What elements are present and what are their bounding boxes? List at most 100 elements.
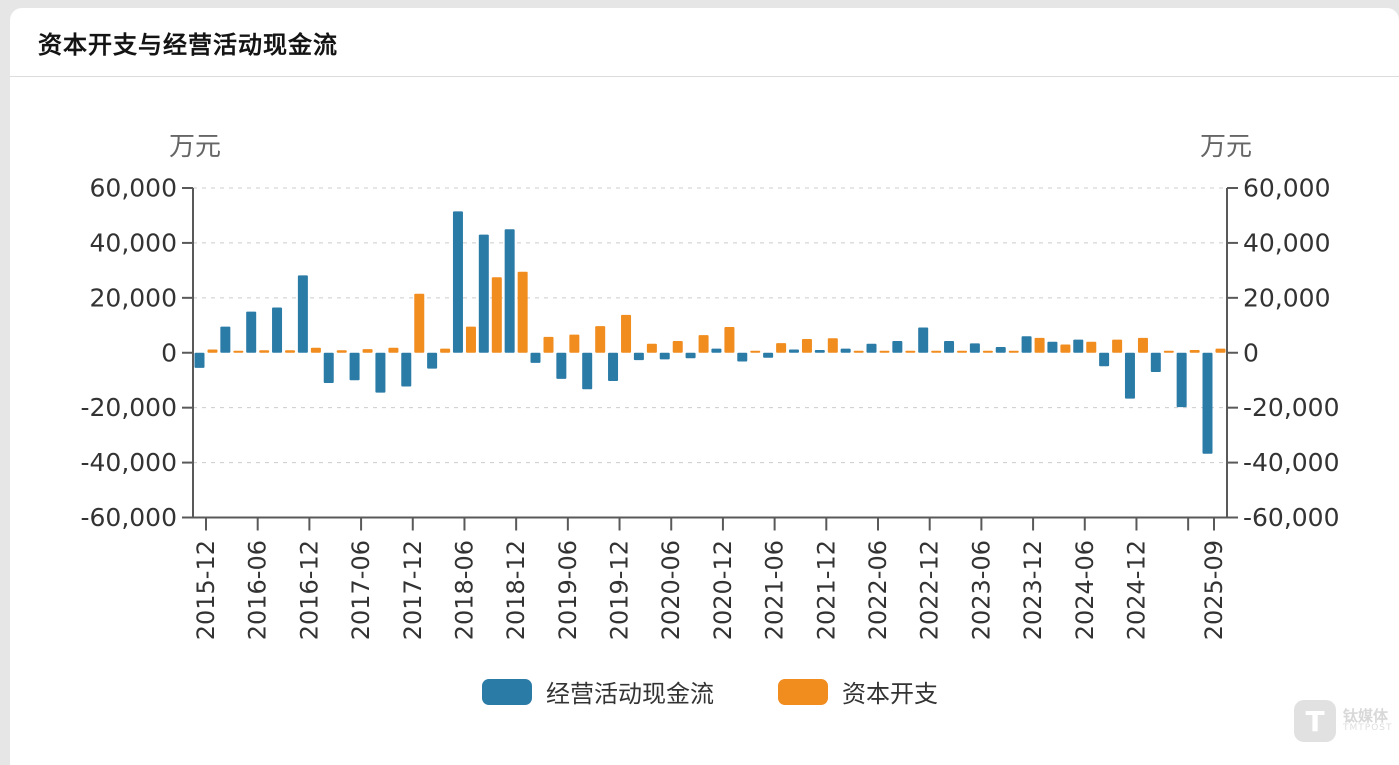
bar-operating-cashflow-2015-12[interactable] — [194, 352, 205, 368]
bar-operating-cashflow-2019-12[interactable] — [608, 352, 619, 382]
bar-capex-2015-12[interactable] — [207, 349, 218, 353]
bar-capex-2019-03[interactable] — [543, 336, 554, 353]
bar-capex-2024-09[interactable] — [1112, 339, 1123, 353]
bar-operating-cashflow-2023-09[interactable] — [995, 346, 1006, 353]
bar-capex-2017-12[interactable] — [414, 293, 425, 353]
bar-capex-2025-03[interactable] — [1163, 350, 1174, 353]
bar-operating-cashflow-2022-12[interactable] — [918, 327, 929, 353]
legend-item-operating-cashflow[interactable]: 经营活动现金流 — [482, 674, 714, 709]
legend-item-capex[interactable]: 资本开支 — [778, 674, 938, 709]
bar-operating-cashflow-2018-03[interactable] — [427, 352, 438, 369]
bar-capex-2021-12[interactable] — [827, 338, 838, 353]
bar-capex-2022-06[interactable] — [879, 350, 890, 353]
bar-capex-2019-09[interactable] — [595, 326, 606, 353]
bar-operating-cashflow-2022-03[interactable] — [840, 348, 851, 353]
bar-capex-2023-06[interactable] — [982, 350, 993, 353]
bar-capex-2020-12[interactable] — [724, 326, 735, 353]
bar-operating-cashflow-2023-03[interactable] — [944, 340, 955, 353]
bar-capex-2024-03[interactable] — [1060, 344, 1071, 353]
bar-operating-cashflow-2025-06[interactable] — [1176, 352, 1187, 408]
bar-operating-cashflow-2021-06[interactable] — [763, 352, 774, 358]
y-axis-label-right: 60,000 — [1243, 174, 1330, 203]
watermark-logo-icon: T — [1294, 700, 1336, 742]
bar-operating-cashflow-2019-03[interactable] — [530, 352, 541, 363]
bar-operating-cashflow-2018-06[interactable] — [452, 211, 463, 353]
bar-capex-2017-06[interactable] — [362, 349, 373, 353]
bar-capex-2017-03[interactable] — [336, 350, 347, 353]
bar-operating-cashflow-2016-09[interactable] — [272, 307, 283, 353]
bar-capex-2016-09[interactable] — [285, 350, 296, 353]
bar-capex-2023-12[interactable] — [1034, 337, 1045, 353]
bar-capex-2023-03[interactable] — [957, 350, 968, 353]
bar-operating-cashflow-2018-12[interactable] — [504, 229, 515, 353]
bar-operating-cashflow-2025-03[interactable] — [1150, 352, 1161, 372]
y-axis-label-left: -20,000 — [81, 393, 178, 422]
bar-capex-2024-12[interactable] — [1137, 337, 1148, 353]
bar-capex-2020-03[interactable] — [646, 343, 657, 353]
bar-capex-2021-03[interactable] — [750, 350, 761, 353]
bar-capex-2022-09[interactable] — [905, 350, 916, 353]
card-header: 资本开支与经营活动现金流 — [10, 8, 1399, 77]
bar-capex-2016-06[interactable] — [259, 350, 270, 353]
bar-operating-cashflow-2021-12[interactable] — [814, 350, 825, 353]
x-axis-label: 2019-06 — [554, 540, 582, 640]
bar-capex-2025-09[interactable] — [1215, 348, 1226, 353]
bar-operating-cashflow-2017-09[interactable] — [375, 352, 386, 393]
bar-capex-2020-06[interactable] — [672, 340, 683, 353]
bar-capex-2022-12[interactable] — [931, 350, 942, 353]
bar-operating-cashflow-2023-12[interactable] — [1021, 336, 1032, 353]
bar-operating-cashflow-2020-03[interactable] — [633, 352, 644, 361]
x-axis-label: 2018-12 — [502, 540, 530, 640]
bar-operating-cashflow-2025-09[interactable] — [1202, 352, 1213, 454]
bar-operating-cashflow-2019-06[interactable] — [556, 352, 567, 379]
x-axis-label: 2020-12 — [709, 540, 737, 640]
x-axis-label: 2025-09 — [1200, 540, 1228, 640]
bar-operating-cashflow-2021-03[interactable] — [737, 352, 748, 362]
bar-operating-cashflow-2016-03[interactable] — [220, 326, 231, 353]
bar-capex-2025-06[interactable] — [1189, 350, 1200, 353]
bar-operating-cashflow-2020-06[interactable] — [659, 352, 670, 360]
bar-capex-2018-03[interactable] — [440, 348, 451, 353]
bar-operating-cashflow-2020-12[interactable] — [711, 348, 722, 353]
bar-operating-cashflow-2020-09[interactable] — [685, 352, 696, 359]
bar-operating-cashflow-2016-12[interactable] — [297, 275, 308, 353]
bar-operating-cashflow-2021-09[interactable] — [788, 349, 799, 353]
bar-operating-cashflow-2023-06[interactable] — [969, 343, 980, 353]
bar-capex-2016-12[interactable] — [310, 347, 321, 353]
bar-capex-2018-12[interactable] — [517, 271, 528, 353]
bar-capex-2019-12[interactable] — [621, 314, 632, 353]
bar-operating-cashflow-2024-03[interactable] — [1047, 341, 1058, 353]
bar-capex-2022-03[interactable] — [853, 350, 864, 353]
bar-capex-2024-06[interactable] — [1086, 341, 1097, 353]
x-axis-label: 2017-12 — [399, 540, 427, 640]
bar-operating-cashflow-2019-09[interactable] — [582, 352, 593, 390]
bar-capex-2020-09[interactable] — [698, 335, 709, 353]
bar-capex-2019-06[interactable] — [569, 334, 580, 353]
bar-operating-cashflow-2017-12[interactable] — [401, 352, 412, 387]
bar-capex-2023-09[interactable] — [1008, 350, 1019, 353]
bar-capex-2018-06[interactable] — [465, 326, 476, 353]
bar-operating-cashflow-2024-06[interactable] — [1073, 339, 1084, 353]
bar-operating-cashflow-2024-12[interactable] — [1124, 352, 1135, 399]
bar-capex-2021-09[interactable] — [801, 339, 812, 353]
legend-label-operating-cashflow: 经营活动现金流 — [546, 680, 714, 708]
bar-operating-cashflow-2024-09[interactable] — [1099, 352, 1110, 367]
x-axis-label: 2015-12 — [192, 540, 220, 640]
bar-operating-cashflow-2022-06[interactable] — [866, 343, 877, 353]
bar-capex-2016-03[interactable] — [233, 350, 244, 353]
bar-capex-2018-09[interactable] — [491, 277, 502, 353]
y-axis-label-left: -40,000 — [81, 448, 178, 477]
y-axis-label-right: -40,000 — [1243, 448, 1340, 477]
bar-operating-cashflow-2022-09[interactable] — [892, 340, 903, 353]
bar-capex-2017-09[interactable] — [388, 347, 399, 353]
bar-operating-cashflow-2017-06[interactable] — [349, 352, 360, 381]
bar-operating-cashflow-2016-06[interactable] — [246, 311, 257, 353]
bar-operating-cashflow-2017-03[interactable] — [323, 352, 334, 383]
bar-capex-2021-06[interactable] — [776, 343, 787, 353]
y-axis-unit-left: 万元 — [168, 132, 221, 162]
x-axis-label: 2021-06 — [761, 540, 789, 640]
y-axis-label-left: 60,000 — [90, 174, 177, 203]
bar-operating-cashflow-2018-09[interactable] — [478, 234, 489, 353]
y-axis-label-left: -60,000 — [81, 503, 178, 532]
